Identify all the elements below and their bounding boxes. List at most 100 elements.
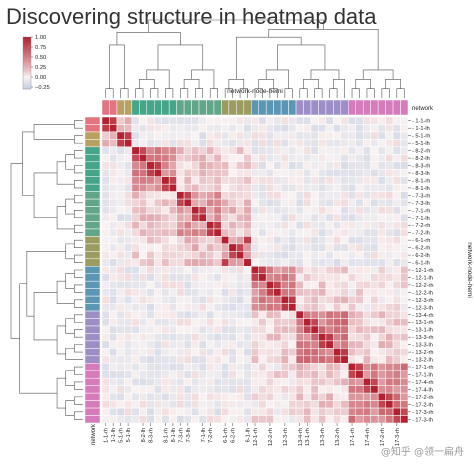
colorbar-tick-label: −0.25 bbox=[35, 85, 50, 91]
heatmap-cell bbox=[183, 400, 192, 409]
heatmap-cell bbox=[348, 415, 357, 424]
column-dendrogram-link bbox=[265, 69, 289, 89]
heatmap-cell bbox=[251, 310, 259, 319]
heatmap-cell bbox=[340, 303, 349, 312]
row-network-swatch bbox=[84, 325, 101, 334]
column-network-swatch bbox=[370, 99, 379, 116]
heatmap-cell bbox=[221, 340, 230, 349]
heatmap-cell bbox=[400, 161, 409, 170]
heatmap-cell bbox=[228, 168, 237, 177]
heatmap-cell bbox=[131, 280, 140, 289]
heatmap-cell bbox=[101, 280, 110, 289]
heatmap-cell bbox=[191, 154, 200, 163]
row-tick-label: - 17-4-lh bbox=[412, 387, 433, 393]
heatmap-cell bbox=[265, 243, 274, 252]
heatmap-cell bbox=[213, 280, 222, 289]
heatmap-cell bbox=[168, 407, 177, 416]
heatmap-cell bbox=[273, 176, 282, 185]
heatmap-cell bbox=[333, 183, 342, 192]
row-tick-label: - 7-2-lh bbox=[412, 231, 430, 237]
heatmap-cell bbox=[139, 213, 148, 222]
row-dendrogram-link bbox=[74, 254, 83, 263]
heatmap-cell bbox=[161, 168, 170, 177]
heatmap-cell bbox=[221, 377, 230, 386]
heatmap-cell bbox=[377, 415, 386, 424]
heatmap-cell bbox=[191, 228, 200, 237]
heatmap-cell bbox=[333, 116, 342, 125]
heatmap-cell bbox=[288, 198, 297, 207]
heatmap-cell bbox=[161, 183, 170, 192]
heatmap-cell bbox=[258, 168, 267, 177]
heatmap-cell bbox=[392, 392, 401, 401]
heatmap-cell bbox=[362, 310, 371, 319]
heatmap-cell bbox=[124, 124, 133, 133]
heatmap-cell bbox=[139, 280, 148, 289]
heatmap-cell bbox=[101, 228, 110, 237]
heatmap-cell bbox=[191, 310, 200, 319]
heatmap-cell bbox=[109, 318, 118, 327]
row-tick-label: - 17-2-lh bbox=[412, 402, 433, 408]
heatmap-cell bbox=[340, 183, 349, 192]
heatmap-cell bbox=[221, 161, 230, 170]
heatmap-cell bbox=[303, 221, 312, 230]
heatmap-cell bbox=[362, 221, 371, 230]
heatmap-cell bbox=[273, 213, 282, 222]
heatmap-cell bbox=[131, 191, 140, 200]
heatmap-cell bbox=[131, 213, 140, 222]
heatmap-cell bbox=[288, 251, 297, 260]
heatmap-cell bbox=[251, 198, 259, 207]
heatmap-cell bbox=[153, 355, 162, 364]
heatmap-cell bbox=[325, 198, 334, 207]
heatmap-cell bbox=[288, 288, 297, 297]
heatmap-cell bbox=[116, 154, 125, 163]
row-tick-label: - 8-2-rh bbox=[412, 149, 430, 155]
heatmap-cell bbox=[236, 310, 245, 319]
heatmap-cell bbox=[370, 355, 379, 364]
heatmap-cell bbox=[131, 198, 140, 207]
heatmap-cell bbox=[228, 363, 237, 372]
heatmap-cell bbox=[362, 116, 371, 125]
heatmap-cell bbox=[333, 146, 342, 155]
heatmap-cell bbox=[198, 377, 207, 386]
heatmap-cell bbox=[333, 377, 342, 386]
heatmap-cell bbox=[265, 392, 274, 401]
heatmap-cell bbox=[236, 333, 245, 342]
heatmap-cell bbox=[310, 243, 319, 252]
row-dendrogram-link bbox=[19, 283, 58, 394]
heatmap-cell bbox=[355, 228, 364, 237]
heatmap-cell bbox=[109, 325, 118, 334]
heatmap-cell bbox=[131, 176, 140, 185]
heatmap-cell bbox=[400, 288, 409, 297]
heatmap-cell bbox=[116, 273, 125, 282]
heatmap-cell bbox=[370, 348, 379, 357]
heatmap-cell bbox=[206, 139, 215, 148]
heatmap-cell bbox=[348, 400, 357, 409]
heatmap-cell bbox=[348, 348, 357, 357]
heatmap-cell bbox=[183, 191, 192, 200]
heatmap-cell bbox=[206, 392, 215, 401]
heatmap-cell bbox=[228, 318, 237, 327]
heatmap-cell bbox=[362, 400, 371, 409]
heatmap-cell bbox=[251, 385, 259, 394]
heatmap-cell bbox=[243, 168, 252, 177]
heatmap-cell bbox=[288, 363, 297, 372]
heatmap-cell bbox=[206, 206, 215, 215]
heatmap-cell bbox=[183, 146, 192, 155]
heatmap-cell bbox=[303, 325, 312, 334]
heatmap-cell bbox=[303, 183, 312, 192]
heatmap-cell bbox=[131, 266, 140, 274]
row-dendrogram-link bbox=[74, 314, 83, 323]
heatmap-cell bbox=[221, 333, 230, 342]
heatmap-cell bbox=[400, 355, 409, 364]
row-dendrogram-link bbox=[74, 299, 83, 308]
row-network-swatch bbox=[84, 176, 101, 185]
colorbar-step bbox=[23, 86, 31, 88]
heatmap-cell bbox=[146, 415, 155, 424]
heatmap-cell bbox=[183, 221, 192, 230]
heatmap-cell bbox=[206, 116, 215, 125]
column-dendrogram-link bbox=[165, 88, 174, 98]
heatmap-cell bbox=[236, 243, 245, 252]
heatmap-cell bbox=[101, 131, 110, 140]
heatmap-cell bbox=[221, 228, 230, 237]
heatmap-cell bbox=[370, 131, 379, 140]
